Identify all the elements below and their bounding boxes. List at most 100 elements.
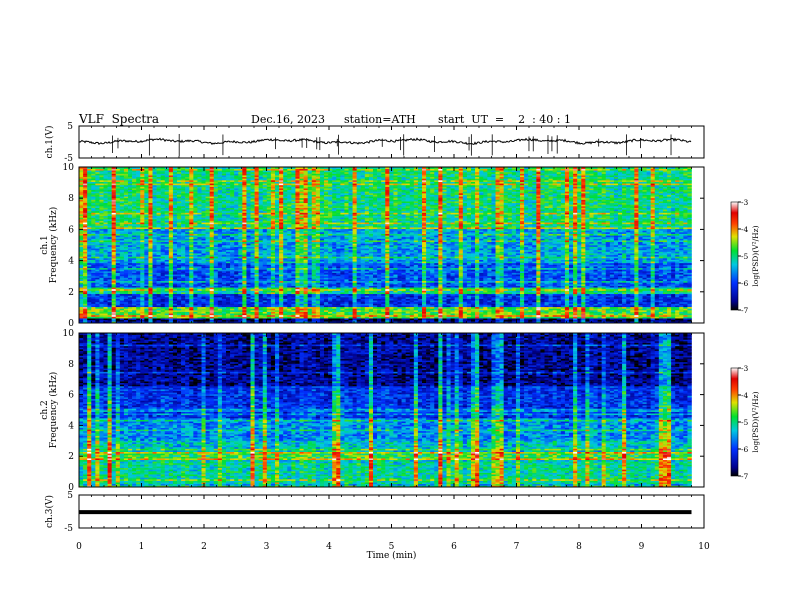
ch1-spectrogram-panel-cell: [646, 298, 651, 301]
ch1-spectrogram-panel-cell: [287, 321, 292, 324]
ch1-spectrogram-panel-cell: [115, 319, 121, 322]
ch1-spectrogram-panel-cell: [597, 311, 602, 314]
ch1-spectrogram-panel-cell: [352, 310, 357, 312]
ch1-spectrogram-panel-cell: [573, 314, 578, 317]
ch1-spectrogram-panel-cell: [168, 313, 174, 316]
ch1-spectrogram-panel-cell: [148, 321, 153, 324]
ch1-spectrogram-panel-cell: [540, 311, 545, 314]
ch1-spectrogram-panel-cell: [87, 306, 92, 309]
ch1-spectrogram-panel-cell: [283, 318, 288, 321]
ch1-spectrogram-panel-cell: [193, 319, 198, 322]
ch1-spectrogram-panel-cell: [356, 306, 362, 309]
ch1-spectrogram-panel-cell: [683, 306, 688, 309]
ch1-spectrogram-panel-cell: [556, 308, 562, 311]
ch1-spectrogram-panel-cell: [662, 316, 668, 319]
ch1-spectrogram-panel-cell: [503, 297, 509, 299]
ch1-spectrogram-panel-cell: [132, 301, 137, 304]
ch1-spectrogram-panel-cell: [164, 295, 170, 298]
ch1-spectrogram-panel-cell: [646, 295, 651, 298]
ch1-spectrogram-panel-cell: [630, 305, 635, 308]
ch1-spectrogram-panel-cell: [532, 297, 537, 299]
ch1-spectrogram-panel-cell: [597, 308, 602, 311]
ch1-spectrogram-panel-cell: [446, 321, 451, 324]
ch1-spectrogram-panel-cell: [111, 303, 117, 306]
ch1-spectrogram-panel-cell: [675, 321, 680, 324]
ch1-spectrogram-panel-cell: [238, 321, 243, 324]
ch1-spectrogram-panel-cell: [107, 305, 112, 308]
ch1-spectrogram-panel-cell: [646, 292, 651, 295]
ch1-spectrogram-panel-cell: [324, 311, 329, 314]
ch1-spectrogram-panel-cell: [507, 319, 513, 322]
ch1-spectrogram-panel-cell: [140, 306, 145, 309]
ch1-spectrogram-panel-cell: [646, 318, 651, 321]
ch1-spectrogram-panel-cell: [79, 318, 84, 321]
ch1-spectrogram-panel-cell: [634, 318, 639, 321]
ch1-spectrogram-panel-cell: [128, 321, 133, 324]
ch1-spectrogram-panel-cell: [356, 313, 362, 316]
ch1-spectrogram-panel-cell: [450, 292, 455, 295]
ch1-spectrogram-panel-cell: [119, 290, 125, 293]
ch1-spectrogram-panel-cell: [262, 308, 268, 311]
ch1-spectrogram-panel-cell: [438, 321, 443, 324]
ch1-spectrogram-panel-cell: [430, 297, 435, 299]
ch1-spectrogram-panel-cell: [336, 306, 341, 309]
ch1-spectrogram-panel-cell: [226, 293, 231, 296]
ch1-spectrogram-panel-cell: [177, 311, 182, 314]
ch1-spectrogram-panel-cell: [528, 310, 533, 312]
ch1-spectrogram-panel-cell: [111, 310, 117, 312]
ch1-spectrogram-panel-cell: [303, 292, 308, 295]
ch1-spectrogram-panel-cell: [123, 303, 129, 306]
ch1-spectrogram-panel-cell: [487, 293, 492, 296]
ch1-spectrogram-panel-cell: [401, 308, 406, 311]
ch1-spectrogram-panel-cell: [671, 306, 676, 309]
ch1-spectrogram-panel-cell: [348, 318, 353, 321]
ch1-spectrogram-panel-cell: [417, 305, 423, 308]
ch1-spectrogram-panel-cell: [475, 310, 480, 312]
ch1-spectrogram-panel-cell: [679, 308, 684, 311]
ch1-spectrogram-panel-cell: [475, 303, 480, 306]
ch1-spectrogram-panel-cell: [303, 297, 308, 299]
ch1-spectrogram-panel-cell: [626, 316, 631, 319]
ch1-spectrogram-panel-cell: [471, 310, 476, 312]
ch1-spectrogram-panel-cell: [377, 305, 382, 308]
ch1-spectrogram-panel-cell: [246, 300, 251, 303]
ch1-spectrogram-panel-cell: [536, 310, 541, 312]
ch1-spectrogram-panel-cell: [438, 298, 443, 301]
ch1-spectrogram-panel-cell: [609, 310, 615, 312]
ch1-spectrogram-panel-cell: [172, 298, 178, 301]
ch1-spectrogram-panel-cell: [217, 301, 223, 304]
ch1-spectrogram-panel-cell: [495, 305, 500, 308]
ch1-spectrogram-panel-cell: [454, 298, 460, 301]
ch1-spectrogram-panel-cell: [438, 314, 443, 317]
ch1-spectrogram-panel-cell: [205, 292, 210, 295]
ch1-spectrogram-panel-cell: [585, 297, 590, 299]
ch1-spectrogram-panel-cell: [201, 295, 206, 298]
ch1-spectrogram-panel-cell: [413, 314, 419, 317]
ch1-spectrogram-panel-cell: [91, 310, 96, 312]
ch1-spectrogram-panel-cell: [675, 295, 680, 298]
ch1-spectrogram-panel-cell: [401, 297, 406, 299]
ch1-spectrogram-panel-cell: [507, 316, 513, 319]
ch1-spectrogram-panel-cell: [679, 297, 684, 299]
ch1-spectrogram-panel-cell: [287, 313, 292, 316]
ch1-spectrogram-panel-cell: [650, 311, 656, 314]
ch1-spectrogram-panel-cell: [152, 310, 157, 312]
ch1-spectrogram-panel-cell: [409, 305, 415, 308]
ch1-spectrogram-panel-cell: [393, 319, 398, 322]
ch1-spectrogram-panel-cell: [246, 311, 251, 314]
ch1-spectrogram-panel-cell: [503, 311, 509, 314]
ch1-spectrogram-panel-cell: [107, 306, 112, 309]
ch1-spectrogram-panel-cell: [324, 313, 329, 316]
ch1-spectrogram-panel-cell: [634, 308, 639, 311]
ch1-spectrogram-panel-cell: [532, 292, 537, 295]
ch1-spectrogram-panel-cell: [197, 314, 202, 317]
ch1-spectrogram-panel-cell: [503, 313, 509, 316]
ch1-spectrogram-panel-cell: [205, 305, 210, 308]
ch1-spectrogram-panel-cell: [622, 301, 627, 304]
ch1-spectrogram-panel-cell: [458, 301, 464, 304]
ch1-spectrogram-panel-cell: [368, 293, 374, 296]
ch1-spectrogram-panel-cell: [140, 290, 145, 293]
ch1-spectrogram-panel-cell: [352, 314, 357, 317]
ch1-spectrogram-panel-cell: [123, 300, 129, 303]
ch1-spectrogram-panel-cell: [654, 319, 660, 322]
